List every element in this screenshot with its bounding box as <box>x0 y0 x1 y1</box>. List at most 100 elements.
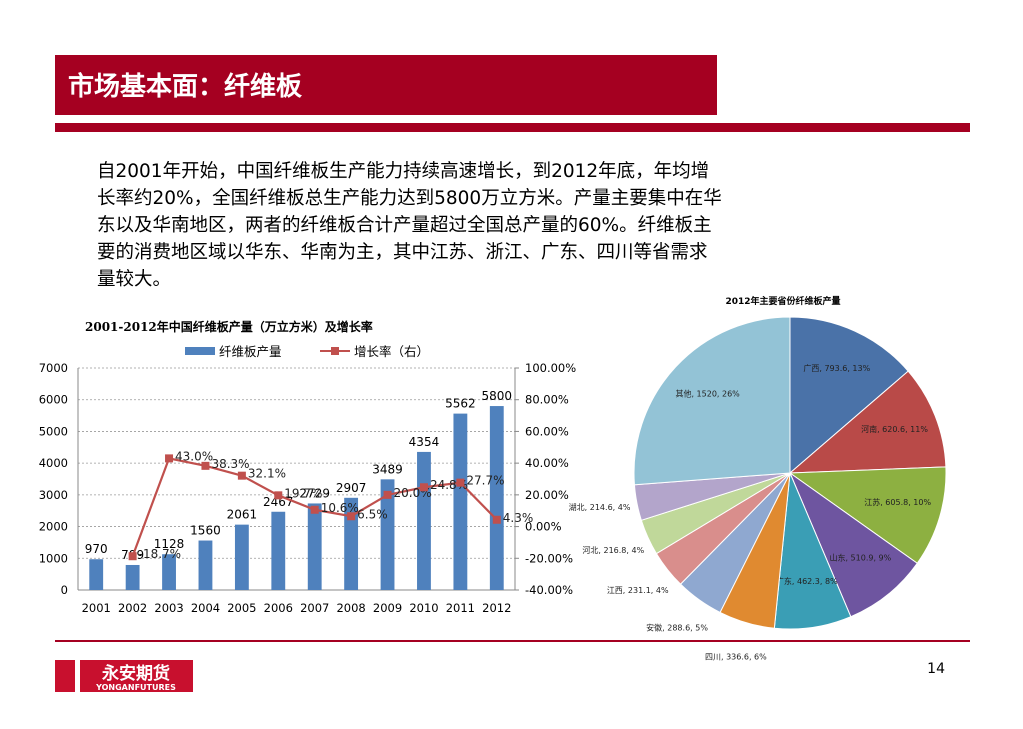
growth-marker <box>492 515 501 524</box>
y2-tick-label: 80.00% <box>525 393 569 407</box>
y2-tick-label: 20.00% <box>525 488 569 502</box>
growth-marker <box>201 461 210 470</box>
y-tick-label: 2000 <box>39 520 68 534</box>
logo-box <box>80 660 193 692</box>
growth-marker <box>456 478 465 487</box>
growth-label: 43.0% <box>175 449 213 463</box>
bar <box>453 413 468 590</box>
bar-label: 970 <box>85 542 108 556</box>
y2-tick-label: 60.00% <box>525 424 569 438</box>
body-line: 长率约20%，全国纤维板总生产能力达到5800万立方米。产量主要集中在华 <box>97 188 722 209</box>
slice-label: 四川, 336.6, 6% <box>705 652 767 661</box>
y-tick-label: 3000 <box>39 488 68 502</box>
growth-marker <box>165 454 174 463</box>
growth-label: 4.3% <box>503 511 533 525</box>
slice-label: 广东, 462.3, 8% <box>776 576 838 586</box>
pie-slice <box>633 316 791 486</box>
bar-label: 2729 <box>299 486 330 500</box>
slice-label: 江西, 231.1, 4% <box>607 586 669 595</box>
legend-swatch <box>185 347 215 355</box>
y-tick-label: 1000 <box>39 551 68 565</box>
bar <box>125 564 140 590</box>
header-title: 市场基本面：纤维板 <box>68 71 302 102</box>
slice-label: 安徽, 288.6, 5% <box>646 623 708 633</box>
growth-marker <box>237 471 246 480</box>
y-tick-label: 4000 <box>39 456 68 470</box>
bar <box>89 559 104 590</box>
y2-tick-label: 100.00% <box>525 361 576 375</box>
x-tick-label: 2006 <box>264 601 293 615</box>
bar <box>198 540 213 590</box>
bar <box>234 524 249 590</box>
bar-label: 1560 <box>190 524 221 538</box>
bar-label: 2061 <box>227 508 258 522</box>
x-tick-label: 2003 <box>154 601 183 615</box>
bar-label: 2907 <box>336 481 367 495</box>
body-line: 自2001年开始，中国纤维板生产能力持续高速增长，到2012年底，年均增 <box>97 161 709 182</box>
bar-label: 4354 <box>409 435 440 449</box>
legend-swatch <box>331 347 339 355</box>
bar <box>417 451 431 590</box>
growth-marker <box>274 491 283 500</box>
bar-label: 5800 <box>482 389 513 403</box>
slice-label: 河北, 216.8, 4% <box>582 545 644 555</box>
logo-en: YONGANFUTURES <box>95 683 176 692</box>
bar <box>344 497 359 590</box>
body-line: 要的消费地区域以华东、华南为主，其中江苏、浙江、广东、四川等省需求 <box>97 242 708 263</box>
pie-slice <box>788 370 947 474</box>
chart-title: 2001-2012年中国纤维板产量（万立方米）及增长率 <box>85 319 373 334</box>
growth-marker <box>347 512 356 521</box>
bar-label: 3489 <box>372 462 403 476</box>
header-bar <box>55 55 717 115</box>
x-tick-label: 2010 <box>409 601 438 615</box>
y-tick-label: 5000 <box>39 424 68 438</box>
chart-title: 2012年主要省份纤维板产量 <box>725 295 840 307</box>
pie-slice <box>788 471 918 618</box>
header-rule <box>55 123 970 132</box>
y-tick-label: 6000 <box>39 393 68 407</box>
x-tick-label: 2004 <box>191 601 220 615</box>
bar <box>380 479 395 590</box>
slice-label: 河南, 620.6, 11% <box>861 424 928 434</box>
growth-marker <box>383 490 392 499</box>
growth-label: 32.1% <box>248 467 286 481</box>
legend-label: 增长率（右） <box>354 344 429 359</box>
growth-label: 6.5% <box>357 507 388 521</box>
growth-label: 19.7% <box>284 486 322 500</box>
x-tick-label: 2007 <box>300 601 329 615</box>
y2-tick-label: 0.00% <box>525 520 562 534</box>
y2-tick-label: -40.00% <box>525 583 573 597</box>
bar-label: 5562 <box>445 397 476 411</box>
x-tick-label: 2008 <box>336 601 365 615</box>
x-tick-label: 2001 <box>82 601 111 615</box>
page-number: 14 <box>927 661 945 677</box>
x-tick-label: 2009 <box>373 601 402 615</box>
combo-chart: 2001-2012年中国纤维板产量（万立方米）及增长率 0 1000 2000 3000… <box>39 319 577 615</box>
body-text: 自2001年开始，中国纤维板生产能力持续高速增长，到2012年底，年均增长率约2… <box>97 161 722 290</box>
growth-label: -18.7% <box>139 547 181 561</box>
bar <box>489 406 504 590</box>
x-tick-label: 2002 <box>118 601 147 615</box>
slice-label: 广西, 793.6, 13% <box>803 363 870 373</box>
growth-marker <box>128 552 137 561</box>
growth-marker <box>419 483 428 492</box>
x-tick-label: 2011 <box>446 601 475 615</box>
growth-label: 38.3% <box>211 457 249 471</box>
pie-slice <box>788 466 947 564</box>
logo-text: 永安期货 <box>101 663 170 684</box>
slice-label: 江苏, 605.8, 10% <box>864 497 931 507</box>
x-tick-label: 2005 <box>227 601 256 615</box>
y-tick-label: 7000 <box>39 361 68 375</box>
bar-label: 1128 <box>154 537 185 551</box>
legend-label: 纤维板产量 <box>219 344 282 359</box>
pie-slice <box>789 316 909 475</box>
bar <box>307 503 322 590</box>
body-line: 量较大。 <box>97 269 171 290</box>
growth-marker <box>310 505 319 514</box>
y2-tick-label: 40.00% <box>525 456 569 470</box>
body-line: 东以及华南地区，两者的纤维板合计产量超过全国总产量的60%。纤维板主 <box>97 215 712 236</box>
x-tick-label: 2012 <box>482 601 511 615</box>
slice-label: 其他, 1520, 26% <box>675 389 740 399</box>
